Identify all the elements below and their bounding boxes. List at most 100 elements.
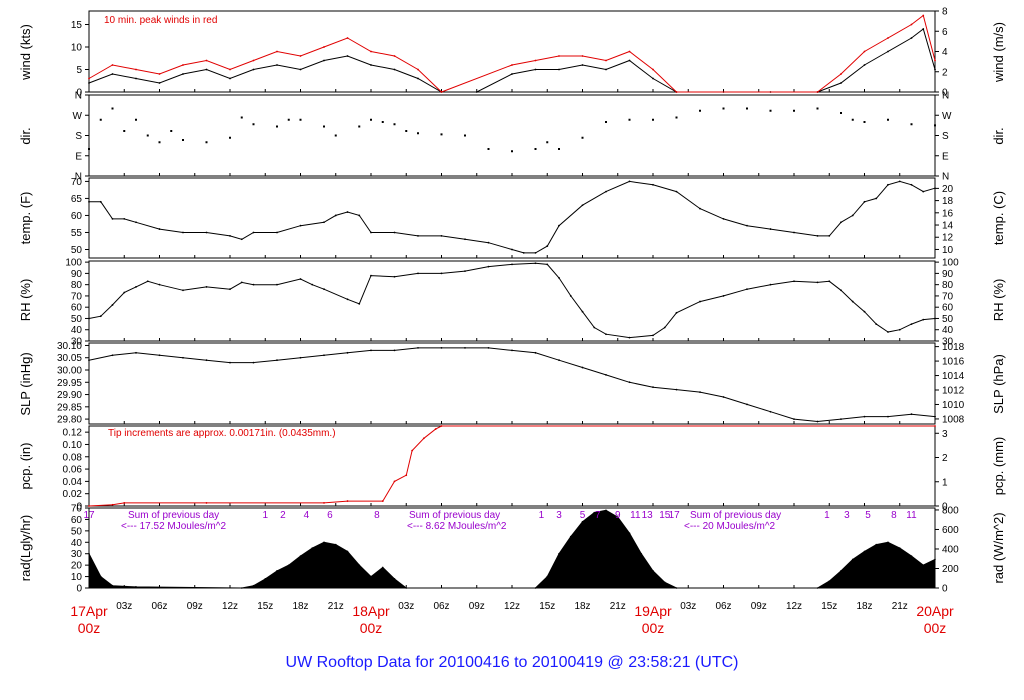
dir-point <box>464 134 466 137</box>
slp-ytick-left-label: 29.95 <box>57 378 82 389</box>
temp-series-point <box>370 231 372 234</box>
dir-left-label: dir. <box>18 127 33 144</box>
wind-series-point <box>840 82 842 84</box>
pcp-series-point <box>393 480 396 483</box>
rh-series-point <box>699 300 701 303</box>
rh-series-point <box>464 270 466 273</box>
rad-point <box>569 535 572 538</box>
wind-series-point <box>628 59 631 62</box>
dir-ytick-right-label: W <box>942 111 952 122</box>
temp-ytick-left-label: 65 <box>71 194 83 205</box>
rh-ytick-left-label: 90 <box>71 269 83 280</box>
wind-peak-series-point <box>182 64 184 66</box>
temp-series-point <box>417 234 419 237</box>
dir-point <box>240 116 243 119</box>
pcp-ytick-left-label: 0.12 <box>63 428 83 439</box>
pcp-series-point <box>411 449 414 452</box>
dir-ytick-right-label: N <box>942 172 949 183</box>
wind-series-point <box>475 91 478 93</box>
pcp-ytick-left-label: 0.10 <box>63 440 83 451</box>
rad-hour-mark: 5 <box>865 510 871 521</box>
rh-series-point <box>722 295 725 297</box>
wind-series-point <box>111 73 114 75</box>
dir-point <box>605 121 607 123</box>
rad-point <box>934 558 936 561</box>
slp-series-point <box>464 347 466 349</box>
wind-series-point <box>229 77 231 80</box>
rad-ytick-left-label: 40 <box>71 538 83 549</box>
rh-series-point <box>276 283 278 286</box>
temp-series-point <box>828 234 831 237</box>
rad-hour-mark: 4 <box>304 510 310 521</box>
rad-point <box>287 564 290 566</box>
wind-peak-series-point <box>252 59 255 62</box>
rad-area <box>88 509 936 589</box>
panel-slp: SLP (inHg) SLP (hPa) <box>18 352 1006 415</box>
pcp-series-point <box>205 502 208 504</box>
temp-ytick-right-label: 16 <box>942 208 954 219</box>
slp-series-point <box>299 356 302 359</box>
rad-point <box>546 575 549 578</box>
rad-ytick-right-label: 0 <box>942 584 948 595</box>
time-tick-label: 09z <box>187 601 203 612</box>
wind-series-point <box>417 77 419 80</box>
time-tick-label: 12z <box>504 601 520 612</box>
wind-peak-series-point <box>605 59 607 62</box>
dir-ytick-left-label: E <box>75 151 82 162</box>
wind-peak-series-point <box>370 50 372 53</box>
rh-series-point <box>299 278 302 280</box>
day-label-hour: 00z <box>924 620 947 636</box>
time-tick-label: 21z <box>892 601 908 612</box>
temp-series-point <box>88 200 90 203</box>
temp-series-point <box>358 214 361 217</box>
rad-ytick-right-label: 800 <box>942 505 959 516</box>
dir-point <box>628 118 631 121</box>
temp-frame <box>88 177 936 259</box>
rad-point <box>99 575 102 578</box>
pcp-ytick-right-label: 2 <box>942 453 948 464</box>
dir-ytick-left-label: N <box>75 91 82 102</box>
rh-series-point <box>910 323 913 325</box>
wind-peak-series-point <box>440 91 443 93</box>
slp-series-point <box>793 418 795 420</box>
temp-series-point <box>534 251 537 254</box>
rh-series-point <box>358 302 361 305</box>
wind-peak-series-point <box>346 37 349 39</box>
time-tick-label: 15z <box>821 601 837 612</box>
rh-series-point <box>816 281 819 284</box>
temp-ytick-left-label: 70 <box>71 177 83 188</box>
rh-ytick-right-label: 70 <box>942 291 954 302</box>
temp-series-point <box>135 221 137 224</box>
rad-sum-label-1: Sum of previous day <box>128 510 219 521</box>
slp-series-point <box>746 403 748 406</box>
rad-hour-mark: 5 <box>580 510 586 521</box>
dir-point <box>511 150 513 153</box>
slp-series-point <box>229 361 231 364</box>
dir-point <box>323 125 325 128</box>
rad-sum-label-2: Sum of previous day <box>409 510 500 521</box>
wind-ytick-left-label: 10 <box>71 43 83 54</box>
pcp-series-point <box>111 503 114 506</box>
rad-point <box>652 570 654 572</box>
rh-series-point <box>887 331 889 333</box>
day-label-hour: 00z <box>360 620 383 636</box>
rh-series-point <box>205 286 208 288</box>
slp-series <box>88 347 936 423</box>
slp-series-point <box>863 415 866 418</box>
temp-series-point <box>875 197 878 200</box>
pcp-ytick-right-label: 3 <box>942 429 948 440</box>
dir-point <box>487 148 490 150</box>
rh-ytick-right-label: 60 <box>942 303 954 314</box>
dir-point <box>722 107 725 110</box>
panel-temp: temp. (F) temp. (C) <box>18 191 1006 245</box>
slp-series-point <box>675 388 678 391</box>
dir-ytick-right-label: S <box>942 131 949 142</box>
dir-point <box>546 141 549 144</box>
time-tick-label: 06z <box>715 601 731 612</box>
rh-right-label: RH (%) <box>991 279 1006 322</box>
rh-series-point <box>229 288 231 291</box>
slp-ytick-right-label: 1018 <box>942 342 965 353</box>
